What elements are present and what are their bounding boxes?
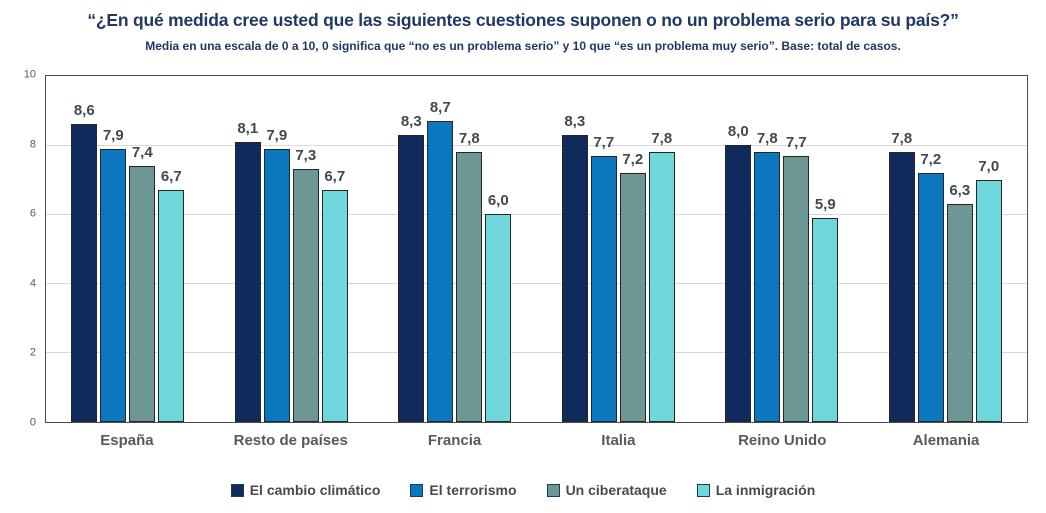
legend-swatch-icon	[546, 483, 560, 497]
legend-label: El terrorismo	[429, 482, 517, 498]
bar-value-label: 7,7	[593, 133, 615, 151]
category-label: Alemania	[912, 432, 980, 449]
category-label: España	[100, 432, 154, 449]
y-axis-tick-label: 4	[29, 277, 36, 290]
bar-value-label: 6,3	[949, 182, 971, 200]
bar: 7,9	[263, 127, 290, 422]
bar-value-label: 7,2	[622, 150, 644, 168]
bar-value-label: 5,9	[814, 195, 836, 213]
bar: 7,8	[754, 130, 781, 422]
bar: 8,6	[71, 102, 98, 422]
bar-value-label: 7,7	[785, 133, 807, 151]
category-label: Italia	[601, 432, 636, 449]
legend-swatch-icon	[696, 483, 710, 497]
bar-value-label: 8,6	[73, 102, 95, 120]
bar-value-label: 7,9	[102, 126, 124, 144]
bar: 8,1	[234, 120, 261, 422]
bar: 7,7	[783, 134, 810, 422]
category-label: Reino Unido	[738, 432, 827, 449]
bar-group: 8,3 8,7 7,8 6,0	[373, 76, 537, 422]
y-axis-tick-label: 6	[29, 207, 36, 220]
legend-label: El cambio climático	[249, 482, 381, 498]
bar: 7,8	[648, 130, 675, 422]
gridline	[46, 352, 1027, 354]
legend-swatch-icon	[410, 483, 424, 497]
legend-label: Un ciberataque	[565, 482, 667, 498]
bar: 8,3	[561, 113, 588, 422]
bar: 7,7	[590, 134, 617, 422]
y-axis-tick-label: 8	[29, 138, 36, 151]
bar-value-label: 6,7	[160, 168, 182, 186]
bar: 8,0	[725, 123, 752, 422]
bar-value-label: 7,9	[266, 126, 288, 144]
bar-value-label: 7,3	[295, 147, 317, 165]
gridline	[46, 213, 1027, 215]
y-axis-tick-label: 2	[29, 346, 36, 359]
bar-group: 8,3 7,7 7,2 7,8	[537, 76, 701, 422]
bar: 7,0	[975, 158, 1002, 422]
bar-group: 8,6 7,9 7,4 6,7	[46, 76, 210, 422]
category-label: Resto de países	[233, 432, 348, 449]
legend-swatch-icon	[230, 483, 244, 497]
bar: 7,4	[129, 144, 156, 422]
bar: 7,8	[456, 130, 483, 422]
legend: El cambio climático El terrorismo Un ciber…	[0, 482, 1046, 498]
bar-value-label: 8,0	[727, 123, 749, 141]
chart-subtitle: Media en una escala de 0 a 10, 0 signifi…	[145, 39, 901, 53]
bar: 7,2	[917, 151, 944, 422]
category-label: Francia	[427, 432, 482, 449]
bar-value-label: 8,3	[564, 112, 586, 130]
legend-item: El terrorismo	[410, 482, 517, 498]
bar-value-label: 7,8	[891, 130, 913, 148]
bar-value-label: 8,7	[429, 98, 451, 116]
bar: 5,9	[812, 196, 839, 422]
y-axis-tick-label: 10	[23, 68, 36, 81]
bar: 8,3	[398, 113, 425, 422]
gridline	[46, 283, 1027, 285]
bar: 7,9	[100, 127, 127, 422]
bar: 8,7	[427, 99, 454, 422]
bar: 6,7	[158, 168, 185, 422]
bar: 6,0	[485, 192, 512, 422]
bar: 6,7	[321, 168, 348, 422]
gridline	[46, 144, 1027, 146]
x-axis-category-labels: España Resto de países Francia Italia Reino …	[45, 432, 1028, 449]
bar-value-label: 8,3	[400, 112, 422, 130]
bar-group: 8,1 7,9 7,3 6,7	[210, 76, 374, 422]
bar: 7,3	[292, 147, 319, 422]
bar: 7,2	[619, 151, 646, 422]
bar-group: 7,8 7,2 6,3 7,0	[864, 76, 1028, 422]
bar-groups: 8,6 7,9 7,4 6,7 8,1 7,9 7,3 6,7 8,3 8,7 7,8 6,0 8,3 7…	[46, 76, 1027, 422]
bar-value-label: 6,7	[324, 168, 346, 186]
bar-value-label: 8,1	[237, 119, 259, 137]
bar-value-label: 6,0	[487, 192, 509, 210]
bar-value-label: 7,8	[756, 130, 778, 148]
bar-chart: 0 2 4 6 8 10 8,6 7,9 7,4 6,7 8,1 7,9 7,3 6,7 8,3 8,7 7,…	[0, 69, 1046, 428]
plot-area: 8,6 7,9 7,4 6,7 8,1 7,9 7,3 6,7 8,3 8,7 7,8 6,0 8,3 7…	[45, 75, 1028, 423]
bar: 7,8	[888, 130, 915, 422]
legend-item: Un ciberataque	[546, 482, 667, 498]
bar-value-label: 7,0	[978, 157, 1000, 175]
legend-item: La inmigración	[696, 482, 816, 498]
bar-value-label: 7,4	[131, 143, 153, 161]
chart-title: “¿En qué medida cree usted que las sigui…	[87, 10, 959, 30]
y-axis-tick-label: 0	[29, 416, 36, 429]
bar-value-label: 7,8	[458, 130, 480, 148]
bar: 6,3	[946, 182, 973, 422]
legend-item: El cambio climático	[230, 482, 381, 498]
bar-value-label: 7,2	[920, 150, 942, 168]
bar-group: 8,0 7,8 7,7 5,9	[700, 76, 864, 422]
bar-value-label: 7,8	[651, 130, 673, 148]
legend-label: La inmigración	[715, 482, 816, 498]
